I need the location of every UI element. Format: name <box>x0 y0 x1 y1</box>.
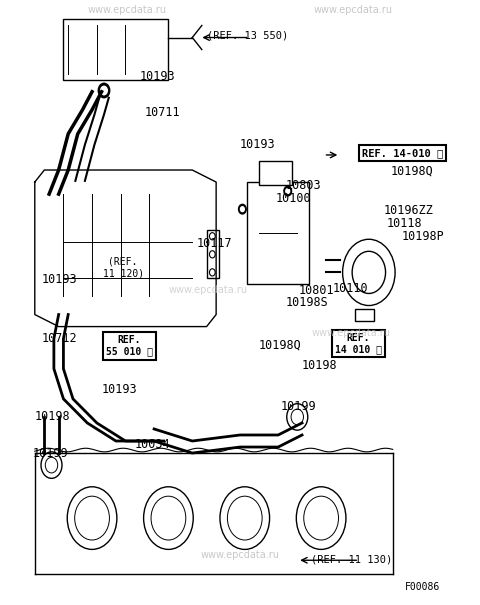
Text: REF.
14 010 ②: REF. 14 010 ② <box>335 333 382 355</box>
Circle shape <box>151 496 186 540</box>
Circle shape <box>41 452 62 479</box>
Text: 10193: 10193 <box>42 273 78 286</box>
Circle shape <box>209 233 215 240</box>
Circle shape <box>296 487 346 549</box>
Text: 10801: 10801 <box>298 284 334 297</box>
Text: 10117: 10117 <box>197 237 233 250</box>
Circle shape <box>284 186 291 196</box>
FancyBboxPatch shape <box>206 231 218 278</box>
Circle shape <box>286 189 289 194</box>
Text: www.epcdata.ru: www.epcdata.ru <box>201 551 279 560</box>
Text: www.epcdata.ru: www.epcdata.ru <box>168 286 247 295</box>
Circle shape <box>101 87 108 95</box>
Circle shape <box>291 409 303 425</box>
Circle shape <box>209 250 215 258</box>
Text: REF.
55 010 ①: REF. 55 010 ① <box>106 335 153 357</box>
Text: 10198S: 10198S <box>285 296 328 309</box>
Circle shape <box>45 457 58 473</box>
Circle shape <box>144 487 193 549</box>
Text: 10100: 10100 <box>276 192 312 206</box>
Text: REF. 14-010 ①: REF. 14-010 ① <box>362 148 443 158</box>
Text: 10193: 10193 <box>102 384 137 396</box>
Text: F00086: F00086 <box>405 581 441 592</box>
Text: 10198Q: 10198Q <box>390 165 433 178</box>
Circle shape <box>267 177 271 182</box>
Circle shape <box>304 496 338 540</box>
Text: 10193: 10193 <box>140 70 175 82</box>
FancyBboxPatch shape <box>355 309 373 321</box>
FancyBboxPatch shape <box>63 19 168 80</box>
Text: 10110: 10110 <box>333 282 368 295</box>
Text: (REF. 11 130): (REF. 11 130) <box>311 555 392 564</box>
Text: 10196ZZ: 10196ZZ <box>383 204 433 217</box>
Text: www.epcdata.ru: www.epcdata.ru <box>312 328 391 338</box>
Circle shape <box>240 207 244 212</box>
Text: 10198: 10198 <box>35 410 71 424</box>
Circle shape <box>220 487 270 549</box>
Text: 10712: 10712 <box>42 332 78 345</box>
Circle shape <box>287 404 308 430</box>
Circle shape <box>352 251 385 293</box>
Text: 10198Q: 10198Q <box>259 338 302 351</box>
FancyBboxPatch shape <box>259 161 292 185</box>
Circle shape <box>209 269 215 276</box>
Text: (REF.
11 120): (REF. 11 120) <box>103 257 144 278</box>
Circle shape <box>343 239 395 306</box>
Circle shape <box>75 496 109 540</box>
Text: 10199: 10199 <box>33 446 68 460</box>
Circle shape <box>265 174 273 184</box>
Text: 10198: 10198 <box>302 359 337 372</box>
Text: 10711: 10711 <box>144 106 180 119</box>
Text: www.epcdata.ru: www.epcdata.ru <box>87 5 166 15</box>
Circle shape <box>239 204 246 214</box>
Text: 10199: 10199 <box>281 399 316 413</box>
Circle shape <box>228 496 262 540</box>
Text: 10198P: 10198P <box>401 230 444 243</box>
Text: 10803: 10803 <box>285 178 321 192</box>
FancyBboxPatch shape <box>247 182 309 284</box>
Circle shape <box>67 487 117 549</box>
Text: 10193: 10193 <box>240 138 276 151</box>
Text: (REF. 13 550): (REF. 13 550) <box>206 30 288 40</box>
Text: 10118: 10118 <box>387 217 422 229</box>
Circle shape <box>98 83 110 98</box>
Text: www.epcdata.ru: www.epcdata.ru <box>314 5 393 15</box>
Text: 10034: 10034 <box>135 437 170 451</box>
